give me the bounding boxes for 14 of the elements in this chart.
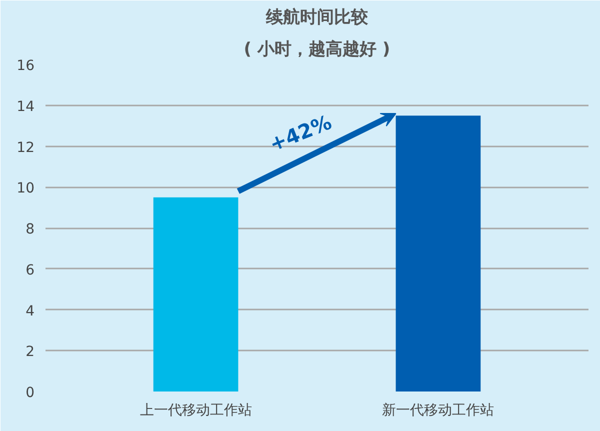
- y-tick-label: 0: [26, 385, 35, 401]
- chart-title: 续航时间比较: [265, 8, 369, 28]
- chart-subtitle: ( 小时，越高越好 ): [244, 40, 390, 60]
- y-tick-label: 8: [26, 222, 35, 238]
- y-tick-label: 4: [26, 303, 35, 320]
- y-tick-label: 10: [16, 180, 35, 197]
- y-tick-label: 16: [16, 58, 35, 74]
- x-tick-label: 上一代移动工作站: [140, 402, 252, 418]
- x-tick-label: 新一代移动工作站: [382, 402, 494, 418]
- y-tick-label: 14: [16, 98, 35, 115]
- y-tick-label: 6: [26, 262, 35, 278]
- y-tick-label: 12: [16, 140, 35, 156]
- annotation: +42%: [266, 110, 335, 156]
- y-tick-label: 2: [26, 344, 35, 360]
